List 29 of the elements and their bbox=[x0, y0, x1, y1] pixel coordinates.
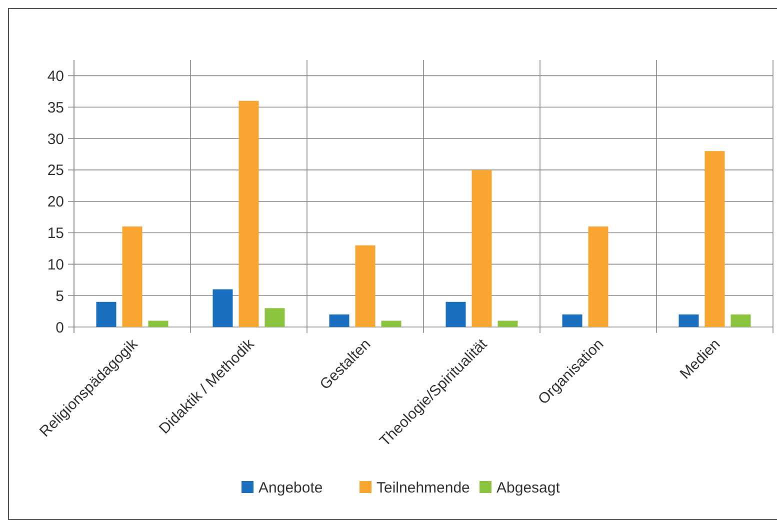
bar bbox=[122, 226, 142, 327]
bar bbox=[96, 302, 116, 327]
y-tick-label: 20 bbox=[47, 194, 64, 211]
bar bbox=[381, 320, 402, 327]
bar bbox=[730, 314, 751, 327]
bar bbox=[212, 289, 233, 327]
bar bbox=[704, 151, 725, 327]
bar bbox=[588, 226, 608, 327]
bar bbox=[562, 314, 582, 327]
bar bbox=[148, 320, 168, 327]
bar bbox=[264, 308, 285, 327]
bar bbox=[472, 170, 492, 327]
legend-label: Angebote bbox=[258, 479, 323, 496]
bar bbox=[446, 302, 466, 327]
y-tick-label: 10 bbox=[47, 256, 64, 274]
y-tick-label: 15 bbox=[47, 225, 64, 242]
y-tick-label: 30 bbox=[47, 130, 64, 148]
legend-label: Abgesagt bbox=[496, 479, 561, 496]
y-tick-label: 0 bbox=[56, 319, 64, 336]
bar bbox=[238, 100, 259, 327]
bar bbox=[329, 314, 350, 327]
y-tick-label: 25 bbox=[47, 162, 64, 180]
bar bbox=[678, 314, 699, 327]
bar bbox=[355, 245, 376, 327]
legend-label: Teilnehmende bbox=[376, 479, 470, 496]
y-tick-label: 35 bbox=[47, 99, 64, 116]
y-tick-label: 5 bbox=[56, 288, 64, 305]
bar bbox=[498, 320, 518, 327]
y-tick-label: 40 bbox=[47, 68, 64, 85]
